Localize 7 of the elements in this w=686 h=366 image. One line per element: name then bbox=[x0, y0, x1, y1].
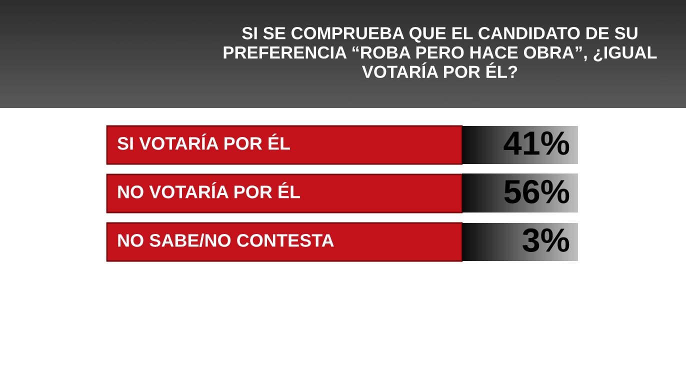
data-label: 41% bbox=[504, 131, 570, 155]
data-label: 3% bbox=[522, 228, 570, 252]
data-label: 56% bbox=[504, 180, 570, 204]
category-label: NO VOTARÍA POR ÉL bbox=[118, 182, 300, 198]
category-label: NO SABE/NO CONTESTA bbox=[118, 234, 334, 248]
category-label: SI VOTARÍA POR ÉL bbox=[118, 134, 290, 150]
text: SI SE COMPRUEBA QUE EL CANDIDATO DE SU PREFERENCIA “ROBA PERO HACE OBRA”, ¿IGUAL VOTARÍA POR ÉL? bbox=[224, 27, 657, 78]
